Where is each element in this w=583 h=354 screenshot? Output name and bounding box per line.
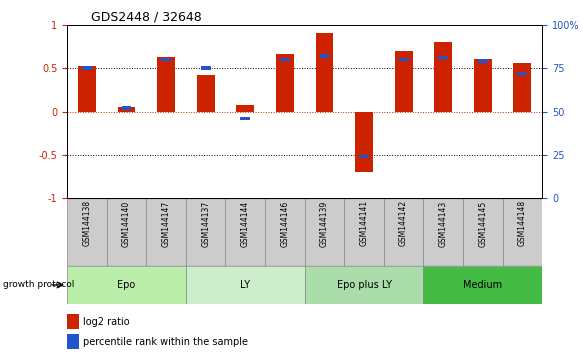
Bar <box>236 104 254 112</box>
Bar <box>315 33 333 112</box>
Bar <box>67 266 186 304</box>
Bar <box>478 59 488 63</box>
Bar <box>399 58 409 61</box>
Text: GSM144144: GSM144144 <box>241 200 250 246</box>
Bar <box>280 58 290 61</box>
Bar <box>121 106 131 110</box>
Text: Medium: Medium <box>463 280 503 290</box>
Text: log2 ratio: log2 ratio <box>83 318 129 327</box>
Text: LY: LY <box>240 280 250 290</box>
Bar <box>186 266 304 304</box>
Bar <box>463 198 503 266</box>
Text: GSM144143: GSM144143 <box>438 200 448 246</box>
Bar <box>355 112 373 172</box>
Bar <box>319 54 329 58</box>
Bar <box>423 198 463 266</box>
Text: growth protocol: growth protocol <box>3 280 74 290</box>
Bar <box>67 314 79 329</box>
Bar <box>384 198 423 266</box>
Bar <box>107 198 146 266</box>
Bar <box>304 266 423 304</box>
Text: GSM144145: GSM144145 <box>478 200 487 246</box>
Bar <box>78 65 96 112</box>
Text: GSM144141: GSM144141 <box>360 200 368 246</box>
Bar <box>157 57 175 112</box>
Text: Epo: Epo <box>117 280 136 290</box>
Bar <box>146 198 186 266</box>
Bar <box>304 198 344 266</box>
Bar <box>186 198 226 266</box>
Bar <box>240 117 250 120</box>
Bar <box>474 59 491 112</box>
Bar <box>518 72 527 75</box>
Text: GSM144142: GSM144142 <box>399 200 408 246</box>
Bar <box>226 198 265 266</box>
Text: GSM144147: GSM144147 <box>161 200 171 246</box>
Bar <box>423 266 542 304</box>
Text: GSM144140: GSM144140 <box>122 200 131 246</box>
Bar <box>67 198 107 266</box>
Text: GSM144148: GSM144148 <box>518 200 527 246</box>
Text: percentile rank within the sample: percentile rank within the sample <box>83 337 248 347</box>
Bar <box>161 58 171 61</box>
Bar <box>434 42 452 112</box>
Bar <box>67 334 79 348</box>
Bar <box>201 67 210 70</box>
Bar <box>514 63 531 112</box>
Bar <box>276 54 294 112</box>
Bar <box>196 75 215 112</box>
Bar <box>118 107 135 112</box>
Text: Epo plus LY: Epo plus LY <box>336 280 392 290</box>
Bar <box>395 51 413 112</box>
Bar <box>359 155 369 158</box>
Bar <box>82 67 92 70</box>
Text: GDS2448 / 32648: GDS2448 / 32648 <box>91 11 202 24</box>
Text: GSM144137: GSM144137 <box>201 200 210 246</box>
Text: GSM144146: GSM144146 <box>280 200 289 246</box>
Text: GSM144139: GSM144139 <box>320 200 329 246</box>
Bar <box>438 56 448 59</box>
Bar <box>344 198 384 266</box>
Bar <box>503 198 542 266</box>
Bar <box>265 198 304 266</box>
Text: GSM144138: GSM144138 <box>82 200 92 246</box>
